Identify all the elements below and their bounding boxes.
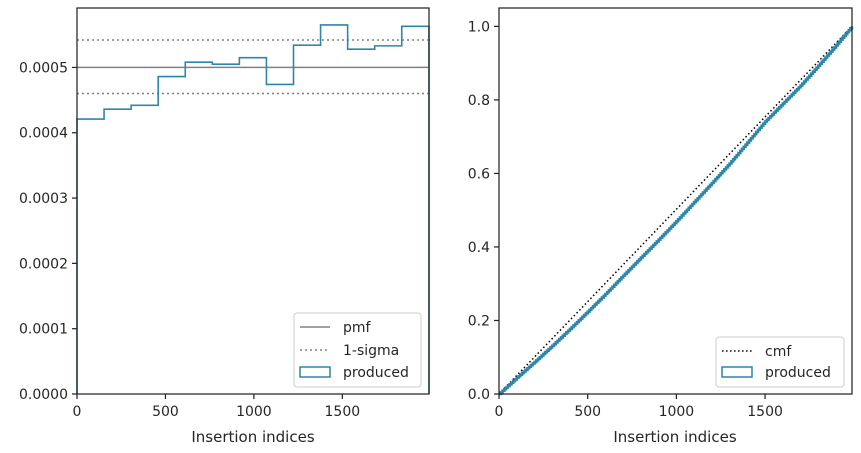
- right-ticks: 0 500 1000 1500 0.0 0.2 0.4 0.6 0.8 1.0: [468, 19, 783, 420]
- left-x-tick-label: 1000: [236, 404, 272, 420]
- left-y-tick-label: 0.0005: [19, 60, 68, 76]
- legend-produced-swatch: [299, 366, 331, 378]
- left-legend: pmf 1-sigma produced: [293, 312, 422, 388]
- cmf-line: [498, 25, 853, 395]
- left-legend-box: [293, 312, 422, 388]
- right-y-tick-label: 0.0: [468, 387, 490, 403]
- right-y-tick-label: 1.0: [468, 19, 490, 35]
- left-x-tick-label: 500: [152, 404, 179, 420]
- right-legend: cmf produced: [715, 336, 845, 388]
- right-x-tick-label: 1000: [659, 404, 695, 420]
- right-x-tick-label: 500: [574, 404, 601, 420]
- left-y-tick-label: 0.0003: [19, 191, 68, 207]
- right-y-tick-label: 0.6: [468, 166, 490, 182]
- legend-produced-label: produced: [343, 365, 409, 381]
- left-axes-frame: [76, 7, 430, 395]
- left-y-tick-label: 0.0001: [19, 322, 68, 338]
- right-y-tick-label: 0.2: [468, 313, 490, 329]
- left-marks: [76, 24, 430, 394]
- right-chart: 0 500 1000 1500 0.0 0.2 0.4 0.6 0.8 1.0 Insertion…: [468, 7, 854, 446]
- legend-sigma-label: 1-sigma: [343, 343, 399, 359]
- right-y-tick-label: 0.4: [468, 240, 490, 256]
- legend-produced-label-right: produced: [765, 365, 831, 381]
- legend-pmf-label: pmf: [343, 320, 372, 336]
- legend-cmf-label: cmf: [765, 344, 792, 360]
- left-ticks: 0 500 1000 1500 0.0000 0.0001 0.0002 0.0003 0.00…: [19, 60, 360, 420]
- right-y-tick-label: 0.8: [468, 93, 490, 109]
- left-y-tick-label: 0.0000: [19, 387, 68, 403]
- legend-produced-swatch-right: [721, 366, 753, 378]
- right-x-tick-label: 0: [495, 404, 504, 420]
- right-x-axis-label: Insertion indices: [613, 428, 736, 446]
- left-y-tick-label: 0.0004: [19, 126, 68, 142]
- left-chart: 0 500 1000 1500 0.0000 0.0001 0.0002 0.0003 0.00…: [19, 7, 430, 446]
- right-x-tick-label: 1500: [747, 404, 783, 420]
- left-x-tick-label: 0: [73, 404, 82, 420]
- produced-cumulative-line: [499, 26, 854, 396]
- produced-histogram-step: [76, 24, 430, 394]
- left-x-axis-label: Insertion indices: [191, 428, 314, 446]
- left-x-tick-label: 1500: [325, 404, 361, 420]
- left-y-tick-label: 0.0002: [19, 256, 68, 272]
- right-legend-box: [715, 336, 845, 388]
- right-axes-frame: [498, 7, 853, 395]
- right-marks: [498, 25, 854, 396]
